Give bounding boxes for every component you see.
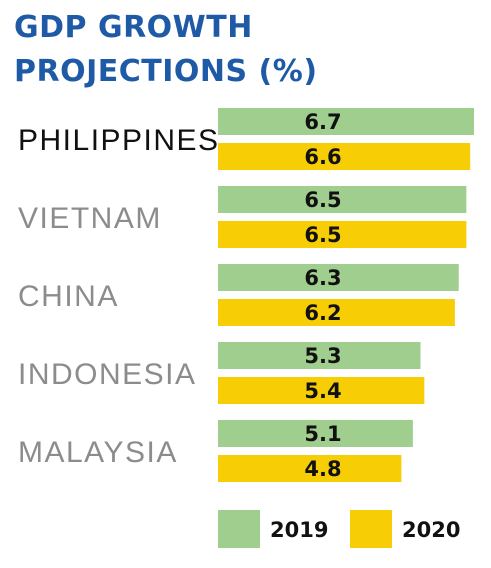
bar-philippines-2020 bbox=[218, 143, 471, 170]
bar-value-label-philippines-2019: 6.7 bbox=[304, 110, 341, 134]
chart-title-line-1: GDP GROWTH bbox=[14, 10, 253, 45]
bar-china-2019 bbox=[218, 264, 459, 291]
bar-value-label-vietnam-2020: 6.5 bbox=[304, 223, 341, 247]
bar-value-label-malaysia-2020: 4.8 bbox=[304, 457, 341, 481]
legend-swatch-2020 bbox=[350, 510, 392, 548]
legend-swatch-2019 bbox=[218, 510, 260, 548]
bar-value-label-philippines-2020: 6.6 bbox=[304, 145, 341, 169]
legend-label-2020: 2020 bbox=[402, 518, 460, 542]
bar-indonesia-2019 bbox=[218, 342, 421, 369]
bar-china-2020 bbox=[218, 299, 455, 326]
category-label-philippines: PHILIPPINES bbox=[18, 124, 220, 157]
category-label-indonesia: INDONESIA bbox=[18, 358, 197, 391]
bar-value-label-china-2020: 6.2 bbox=[304, 301, 341, 325]
chart-title-line-2: PROJECTIONS (%) bbox=[14, 54, 318, 89]
category-label-china: CHINA bbox=[18, 280, 119, 313]
category-label-vietnam: VIETNAM bbox=[18, 202, 162, 235]
bar-value-label-vietnam-2019: 6.5 bbox=[304, 188, 341, 212]
bar-indonesia-2020 bbox=[218, 377, 425, 404]
bar-value-label-indonesia-2019: 5.3 bbox=[304, 344, 341, 368]
bar-malaysia-2020 bbox=[218, 455, 402, 482]
legend-label-2019: 2019 bbox=[270, 518, 328, 542]
bar-value-label-malaysia-2019: 5.1 bbox=[304, 422, 341, 446]
bar-vietnam-2019 bbox=[218, 186, 467, 213]
bar-value-label-china-2019: 6.3 bbox=[304, 266, 341, 290]
bar-philippines-2019 bbox=[218, 108, 474, 135]
chart-title: GDP GROWTH PROJECTIONS (%) bbox=[14, 6, 484, 94]
bar-value-label-indonesia-2020: 5.4 bbox=[304, 379, 341, 403]
bar-vietnam-2020 bbox=[218, 221, 467, 248]
bar-malaysia-2019 bbox=[218, 420, 413, 447]
category-label-malaysia: MALAYSIA bbox=[18, 436, 178, 469]
